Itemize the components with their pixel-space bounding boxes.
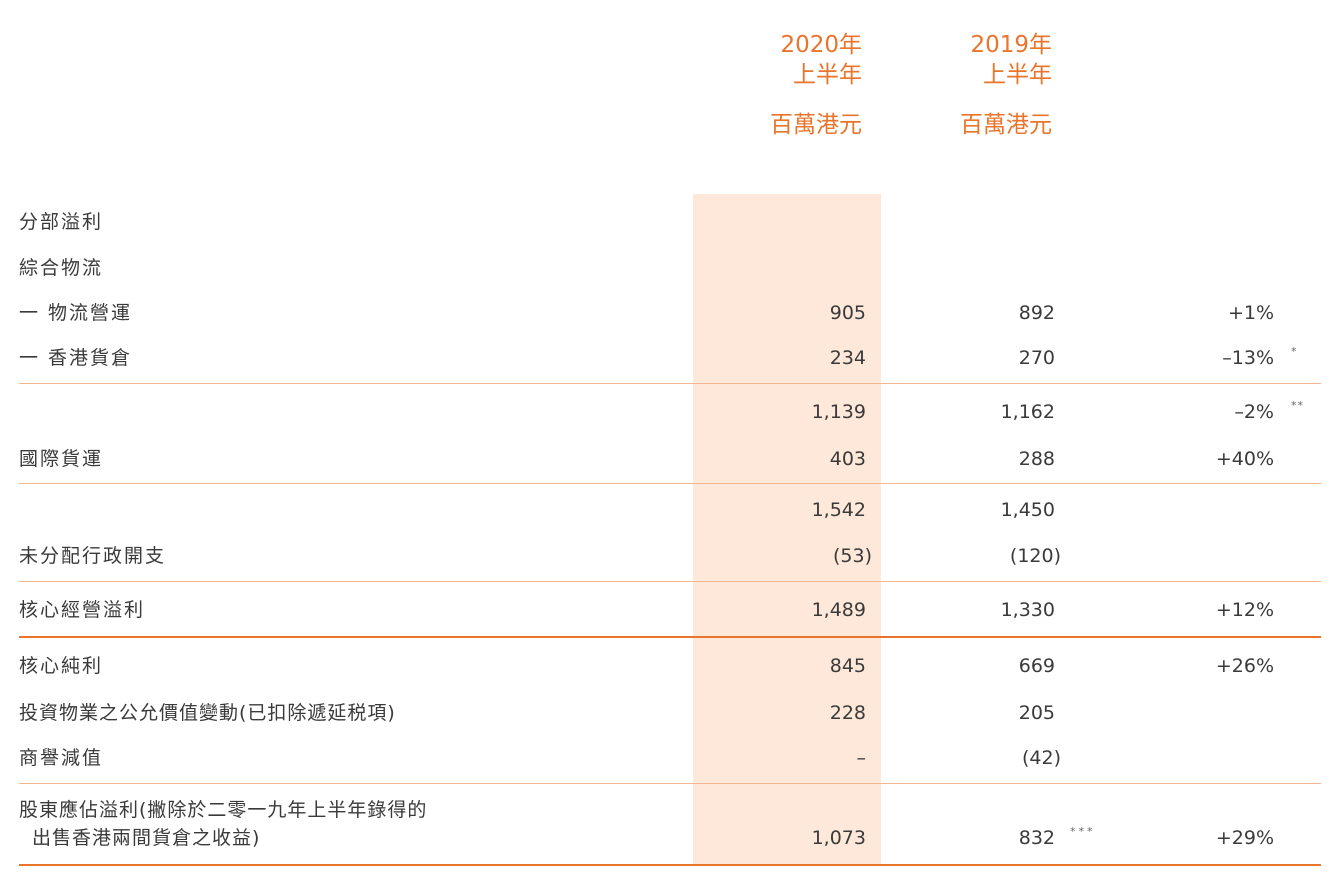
value-2020: 234 [829, 347, 866, 369]
divider-thick [19, 864, 1321, 866]
row-label: 綜合物流 [19, 257, 104, 279]
header-year-2019: 2019年 [970, 32, 1052, 58]
value-2020: 1,489 [811, 599, 866, 621]
value-2020: (53) [832, 545, 872, 567]
column-header-2019: 2019年 上半年 百萬港元 [890, 30, 1052, 140]
table-row: 一 物流營運 905 892 +1% [0, 296, 1344, 330]
header-half-2020: 上半年 [793, 62, 862, 88]
row-label: 一 香港貨倉 [19, 347, 133, 369]
divider [19, 783, 1321, 784]
table-row: 股東應佔溢利(撇除於二零一九年上半年錄得的 出售香港兩間貨倉之收益) 1,073… [0, 799, 1344, 855]
value-2020: 228 [829, 702, 866, 724]
table-row: 未分配行政開支 (53) (120) [0, 539, 1344, 573]
change-percent: +29% [1215, 827, 1274, 849]
row-label: 分部溢利 [19, 211, 104, 233]
value-2020: 403 [829, 448, 866, 470]
table-row: 1,542 1,450 [0, 493, 1344, 527]
row-label: 核心純利 [19, 655, 104, 677]
column-header-2020: 2020年 上半年 百萬港元 [700, 30, 862, 140]
value-2019: 832 [1018, 827, 1055, 849]
header-unit-2019: 百萬港元 [960, 112, 1052, 138]
row-label: 一 物流營運 [19, 302, 133, 324]
value-2020: 905 [829, 302, 866, 324]
change-percent: –13% [1222, 347, 1274, 369]
value-2020: – [856, 747, 867, 769]
table-row: 核心純利 845 669 +26% [0, 649, 1344, 683]
header-year-2020: 2020年 [780, 32, 862, 58]
value-2020: 1,139 [811, 401, 866, 423]
change-percent: +1% [1227, 302, 1274, 324]
value-2020: 1,073 [811, 827, 866, 849]
value-2019: 669 [1018, 655, 1055, 677]
row-label: 核心經營溢利 [19, 599, 146, 621]
row-label: 未分配行政開支 [19, 545, 167, 567]
footnote-marker: * [1291, 345, 1298, 358]
row-label: 商譽減值 [19, 747, 104, 769]
change-percent: +12% [1215, 599, 1274, 621]
row-label-line2: 出售香港兩間貨倉之收益) [32, 827, 261, 849]
row-label-line1: 股東應佔溢利(撇除於二零一九年上半年錄得的 [19, 799, 428, 821]
table-row: 核心經營溢利 1,489 1,330 +12% [0, 593, 1344, 627]
value-2020: 1,542 [811, 499, 866, 521]
value-2019: 1,162 [1000, 401, 1055, 423]
row-label: 國際貨運 [19, 448, 104, 470]
table-row: 商譽減值 – (42) [0, 741, 1344, 775]
divider [19, 483, 1321, 484]
row-label: 投資物業之公允價值變動(已扣除遞延税項) [19, 702, 396, 724]
highlight-column-2020 [693, 194, 881, 865]
footnote-marker: *** [1070, 825, 1096, 838]
divider [19, 581, 1321, 582]
value-2019: 1,330 [1000, 599, 1055, 621]
divider [19, 383, 1321, 384]
value-2019: 1,450 [1000, 499, 1055, 521]
footnote-marker: ** [1291, 399, 1304, 412]
change-percent: +40% [1215, 448, 1274, 470]
value-2020: 845 [829, 655, 866, 677]
table-row: 一 香港貨倉 234 270 –13% * [0, 341, 1344, 375]
value-2019: 270 [1018, 347, 1055, 369]
table-row: 綜合物流 [0, 251, 1344, 285]
value-2019: (120) [1009, 545, 1061, 567]
table-row: 國際貨運 403 288 +40% [0, 442, 1344, 476]
value-2019: 205 [1018, 702, 1055, 724]
header-half-2019: 上半年 [983, 62, 1052, 88]
value-2019: (42) [1021, 747, 1061, 769]
value-2019: 288 [1018, 448, 1055, 470]
value-2019: 892 [1018, 302, 1055, 324]
header-unit-2020: 百萬港元 [770, 112, 862, 138]
divider-thick [19, 636, 1321, 638]
table-row: 投資物業之公允價值變動(已扣除遞延税項) 228 205 [0, 696, 1344, 730]
table-row: 分部溢利 [0, 205, 1344, 239]
change-percent: –2% [1234, 401, 1274, 423]
change-percent: +26% [1215, 655, 1274, 677]
table-row: 1,139 1,162 –2% ** [0, 395, 1344, 429]
